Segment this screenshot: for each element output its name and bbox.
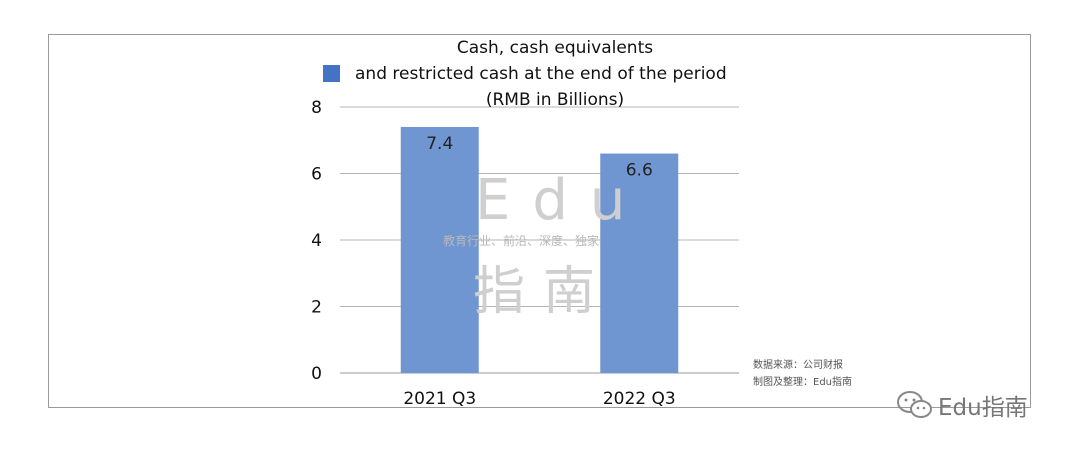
chart-title-line-3: (RMB in Billions)	[486, 90, 624, 110]
bars	[400, 126, 679, 373]
y-tick-label: 4	[311, 231, 322, 251]
chart-frame: 0 2 4 6 8 2021 Q3 2022 Q3 7.4 6.6 Edu 教育行业、前沿、…	[48, 34, 1031, 409]
x-category-label: 2022 Q3	[603, 389, 676, 409]
bar	[400, 126, 479, 373]
bar-data-label: 6.6	[626, 161, 653, 181]
watermark-latin: Edu	[475, 168, 647, 233]
watermark-cjk: 指南	[473, 262, 613, 322]
bar-chart: 0 2 4 6 8 2021 Q3 2022 Q3 7.4 6.6 Edu 教育行业、前沿、…	[311, 38, 852, 409]
y-tick-label: 6	[311, 165, 322, 185]
chart-title-line-1: Cash, cash equivalents	[457, 38, 653, 58]
y-axis-ticks: 0 2 4 6 8	[311, 98, 322, 384]
x-axis-categories: 2021 Q3 2022 Q3	[403, 389, 675, 409]
source-note-line-2: 制图及整理：Edu指南	[753, 375, 852, 388]
bar	[600, 153, 679, 373]
brand-label: Edu指南	[938, 395, 1028, 421]
source-note-line-1: 数据来源：公司财报	[753, 358, 843, 371]
x-category-label: 2021 Q3	[403, 389, 476, 409]
wechat-icon	[897, 391, 932, 418]
bar-data-label: 7.4	[426, 134, 453, 154]
watermark-tagline: 教育行业、前沿、深度、独家	[443, 233, 599, 248]
y-tick-label: 0	[311, 364, 322, 384]
data-labels: 7.4 6.6	[426, 134, 653, 181]
chart-title-line-2: and restricted cash at the end of the pe…	[355, 64, 727, 84]
legend-swatch	[323, 65, 340, 82]
y-tick-label: 8	[311, 98, 322, 118]
y-tick-label: 2	[311, 298, 322, 318]
brand-mark: Edu指南	[896, 388, 1028, 422]
